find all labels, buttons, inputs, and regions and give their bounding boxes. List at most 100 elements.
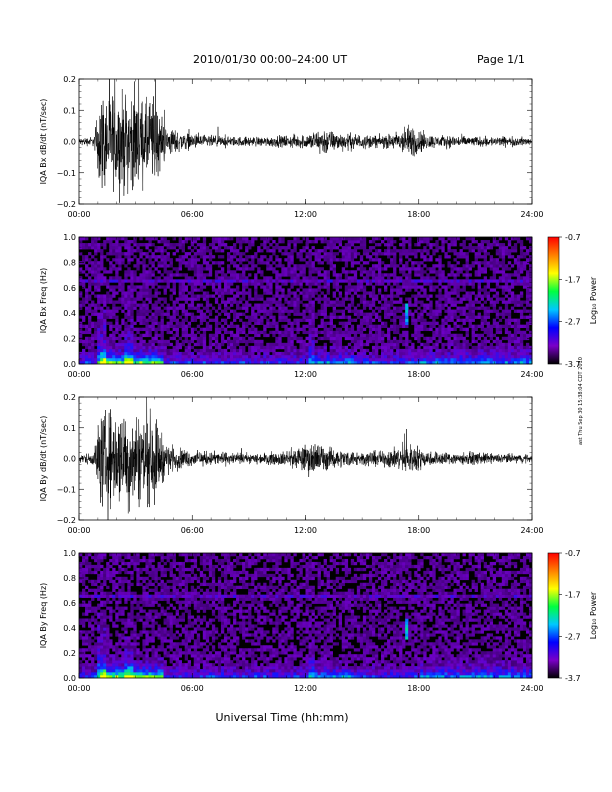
spectrogram-cell xyxy=(332,270,336,274)
spectrogram-cell xyxy=(483,342,487,347)
spectrogram-cell xyxy=(175,297,179,301)
spectrogram-cell xyxy=(97,333,101,338)
spectrogram-cell xyxy=(468,291,472,295)
spectrogram-cell xyxy=(308,333,312,338)
spectrogram-cell xyxy=(190,267,195,271)
spectrogram-cell xyxy=(381,330,385,335)
spectrogram-cell xyxy=(447,330,451,335)
spectrogram-cell xyxy=(305,309,309,313)
spectrogram-cell xyxy=(528,297,533,301)
spectrogram-cell xyxy=(465,273,469,277)
spectrogram-cell xyxy=(344,261,349,265)
spectrogram-cell xyxy=(187,312,192,316)
spectrogram-cell xyxy=(365,333,370,338)
spectrogram-cell xyxy=(305,297,309,301)
spectrogram-cell xyxy=(142,273,146,277)
spectrogram-cell xyxy=(281,342,285,347)
spectrogram-cell xyxy=(296,237,300,241)
spectrogram-cell xyxy=(245,339,249,344)
spectrogram-cell xyxy=(272,330,276,335)
spectrogram-cell xyxy=(335,348,340,353)
spectrogram-cell xyxy=(254,291,258,295)
spectrogram-cell xyxy=(420,252,424,256)
spectrogram-cell xyxy=(106,354,110,359)
spectrogram-cell xyxy=(91,564,95,569)
spectrogram-cell xyxy=(450,279,454,283)
spectrogram-cell xyxy=(519,312,524,316)
spectrogram-cell xyxy=(230,333,234,338)
spectrogram-cell xyxy=(429,285,433,289)
spectrogram-cell xyxy=(145,306,149,310)
spectrogram-cell xyxy=(390,360,394,365)
spectrogram-cell xyxy=(236,276,240,280)
spectrogram-cell xyxy=(453,333,457,338)
spectrogram-cell xyxy=(465,348,469,353)
spectrogram-cell xyxy=(139,357,143,362)
spectrogram-cell xyxy=(133,348,137,353)
spectrogram-cell xyxy=(94,348,98,353)
spectrogram-cell xyxy=(193,336,198,341)
spectrogram-cell xyxy=(495,345,500,350)
spectrogram-cell xyxy=(411,321,415,325)
spectrogram-cell xyxy=(311,321,315,325)
spectrogram-cell xyxy=(239,246,243,250)
spectrogram-cell xyxy=(302,264,306,268)
spectrogram-cell xyxy=(393,321,397,325)
spectrogram-cell xyxy=(281,279,285,283)
spectrogram-cell xyxy=(184,351,189,356)
spectrogram-cell xyxy=(175,342,179,347)
spectrogram-cell xyxy=(405,282,409,286)
spectrogram-cell xyxy=(486,354,491,359)
spectrogram-cell xyxy=(323,237,327,241)
spectrogram-cell xyxy=(480,243,484,247)
spectrogram-cell xyxy=(254,294,258,298)
spectrogram-cell xyxy=(438,324,442,329)
spectrogram-cell xyxy=(100,312,104,316)
spectrogram-cell xyxy=(384,309,388,313)
spectrogram-cell xyxy=(435,327,439,332)
spectrogram-cell xyxy=(88,336,92,341)
spectrogram-cell xyxy=(239,273,243,277)
spectrogram-cell xyxy=(365,276,370,280)
spectrogram-cell xyxy=(94,666,98,670)
spectrogram-cell xyxy=(239,237,243,241)
spectrogram-cell xyxy=(456,288,460,292)
spectrogram-cell xyxy=(347,249,352,253)
spectrogram-cell xyxy=(525,342,530,347)
spectrogram-cell xyxy=(308,276,312,280)
spectrogram-cell xyxy=(441,270,445,274)
spectrogram-cell xyxy=(290,330,294,335)
spectrogram-cell xyxy=(196,297,201,301)
spectrogram-cell xyxy=(399,297,403,301)
spectrogram-cell xyxy=(402,354,406,359)
spectrogram-cell xyxy=(302,267,306,271)
spectrogram-cell xyxy=(468,351,472,356)
spectrogram-cell xyxy=(236,360,240,365)
spectrogram-cell xyxy=(390,240,394,244)
spectrogram-cell xyxy=(217,276,222,280)
spectrogram-cell xyxy=(516,330,521,335)
spectrogram-cell xyxy=(314,255,318,259)
spectrogram-cell xyxy=(220,288,225,292)
spectrogram-cell xyxy=(516,267,521,271)
spectrogram-cell xyxy=(471,285,475,289)
spectrogram-cell xyxy=(444,327,448,332)
spectrogram-cell xyxy=(211,333,216,338)
spectrogram-cell xyxy=(133,249,137,253)
spectrogram-cell xyxy=(139,315,143,319)
spectrogram-cell xyxy=(444,309,448,313)
spectrogram-cell xyxy=(154,276,158,280)
spectrogram-cell xyxy=(118,297,122,301)
spectrogram-cell xyxy=(435,360,439,365)
spectrogram-cell xyxy=(390,357,394,362)
spectrogram-cell xyxy=(226,324,231,329)
spectrogram-cell xyxy=(220,309,225,313)
spectrogram-cell xyxy=(290,240,294,244)
spectrogram-cell xyxy=(417,285,421,289)
spectrogram-cell xyxy=(341,315,346,319)
spectrogram-cell xyxy=(199,273,204,277)
spectrogram-cell xyxy=(133,270,137,274)
spectrogram-cell xyxy=(353,336,358,341)
spectrogram-cell xyxy=(456,273,460,277)
spectrogram-cell xyxy=(85,351,89,356)
